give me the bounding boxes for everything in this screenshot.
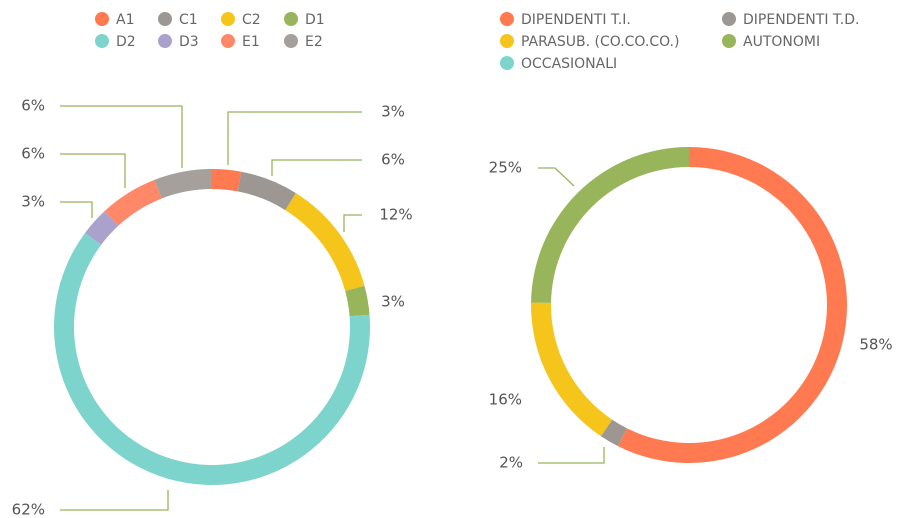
value-label: 62%	[12, 501, 45, 518]
value-label: 25%	[489, 159, 522, 177]
legend-label: DIPENDENTI T.D.	[743, 12, 859, 28]
legend-swatch	[221, 12, 235, 26]
legend-label: OCCASIONALI	[521, 56, 617, 72]
legend-label: C2	[242, 12, 261, 28]
legend-label: PARASUB. (CO.CO.CO.)	[521, 34, 679, 50]
donut-slice	[531, 147, 689, 303]
legend-swatch	[221, 34, 235, 48]
legend-label: D2	[116, 34, 136, 50]
value-label: 2%	[499, 454, 523, 472]
donut-slice	[53, 232, 371, 485]
leader-line	[343, 214, 362, 232]
donut-slice	[285, 193, 365, 291]
value-label: 6%	[381, 151, 405, 169]
legend-swatch	[158, 34, 172, 48]
leader-line	[60, 490, 169, 511]
value-label: 58%	[859, 336, 892, 354]
legend-label: E2	[305, 34, 323, 50]
legend-swatch	[158, 12, 172, 26]
donut-slice	[154, 169, 212, 199]
donut-slice	[345, 285, 370, 317]
donut-slice	[531, 302, 613, 437]
value-label: 3%	[381, 103, 405, 121]
donut-slice	[237, 171, 296, 211]
donut-slice	[104, 179, 162, 226]
donut-slice	[85, 211, 119, 245]
legend-label: C1	[179, 12, 198, 28]
value-label: 3%	[21, 193, 45, 211]
leader-line	[227, 111, 362, 165]
legend-label: AUTONOMI	[743, 34, 820, 50]
legend-label: E1	[242, 34, 260, 50]
legend-swatch	[500, 12, 514, 26]
legend-swatch	[500, 34, 514, 48]
value-label: 6%	[21, 97, 45, 115]
leader-line	[60, 201, 93, 218]
value-label: 6%	[21, 145, 45, 163]
leader-line	[538, 447, 605, 464]
value-label: 3%	[381, 293, 405, 311]
donut-slice	[617, 147, 848, 463]
donut-slice	[212, 169, 242, 192]
value-label: 12%	[379, 206, 412, 224]
leader-line	[538, 167, 575, 187]
leader-line	[271, 159, 362, 176]
legend-label: D1	[305, 12, 325, 28]
legend-label: DIPENDENTI T.I.	[521, 12, 631, 28]
leader-line	[60, 105, 183, 168]
legend-swatch	[722, 34, 736, 48]
leader-line	[60, 153, 126, 188]
value-label: 16%	[489, 391, 522, 409]
legend-swatch	[500, 56, 514, 70]
legend-swatch	[95, 12, 109, 26]
donut-slice	[600, 419, 627, 447]
legend-swatch	[284, 12, 298, 26]
legend-swatch	[284, 34, 298, 48]
legend-swatch	[95, 34, 109, 48]
legend-swatch	[722, 12, 736, 26]
legend-label: A1	[116, 12, 134, 28]
legend-label: D3	[179, 34, 199, 50]
